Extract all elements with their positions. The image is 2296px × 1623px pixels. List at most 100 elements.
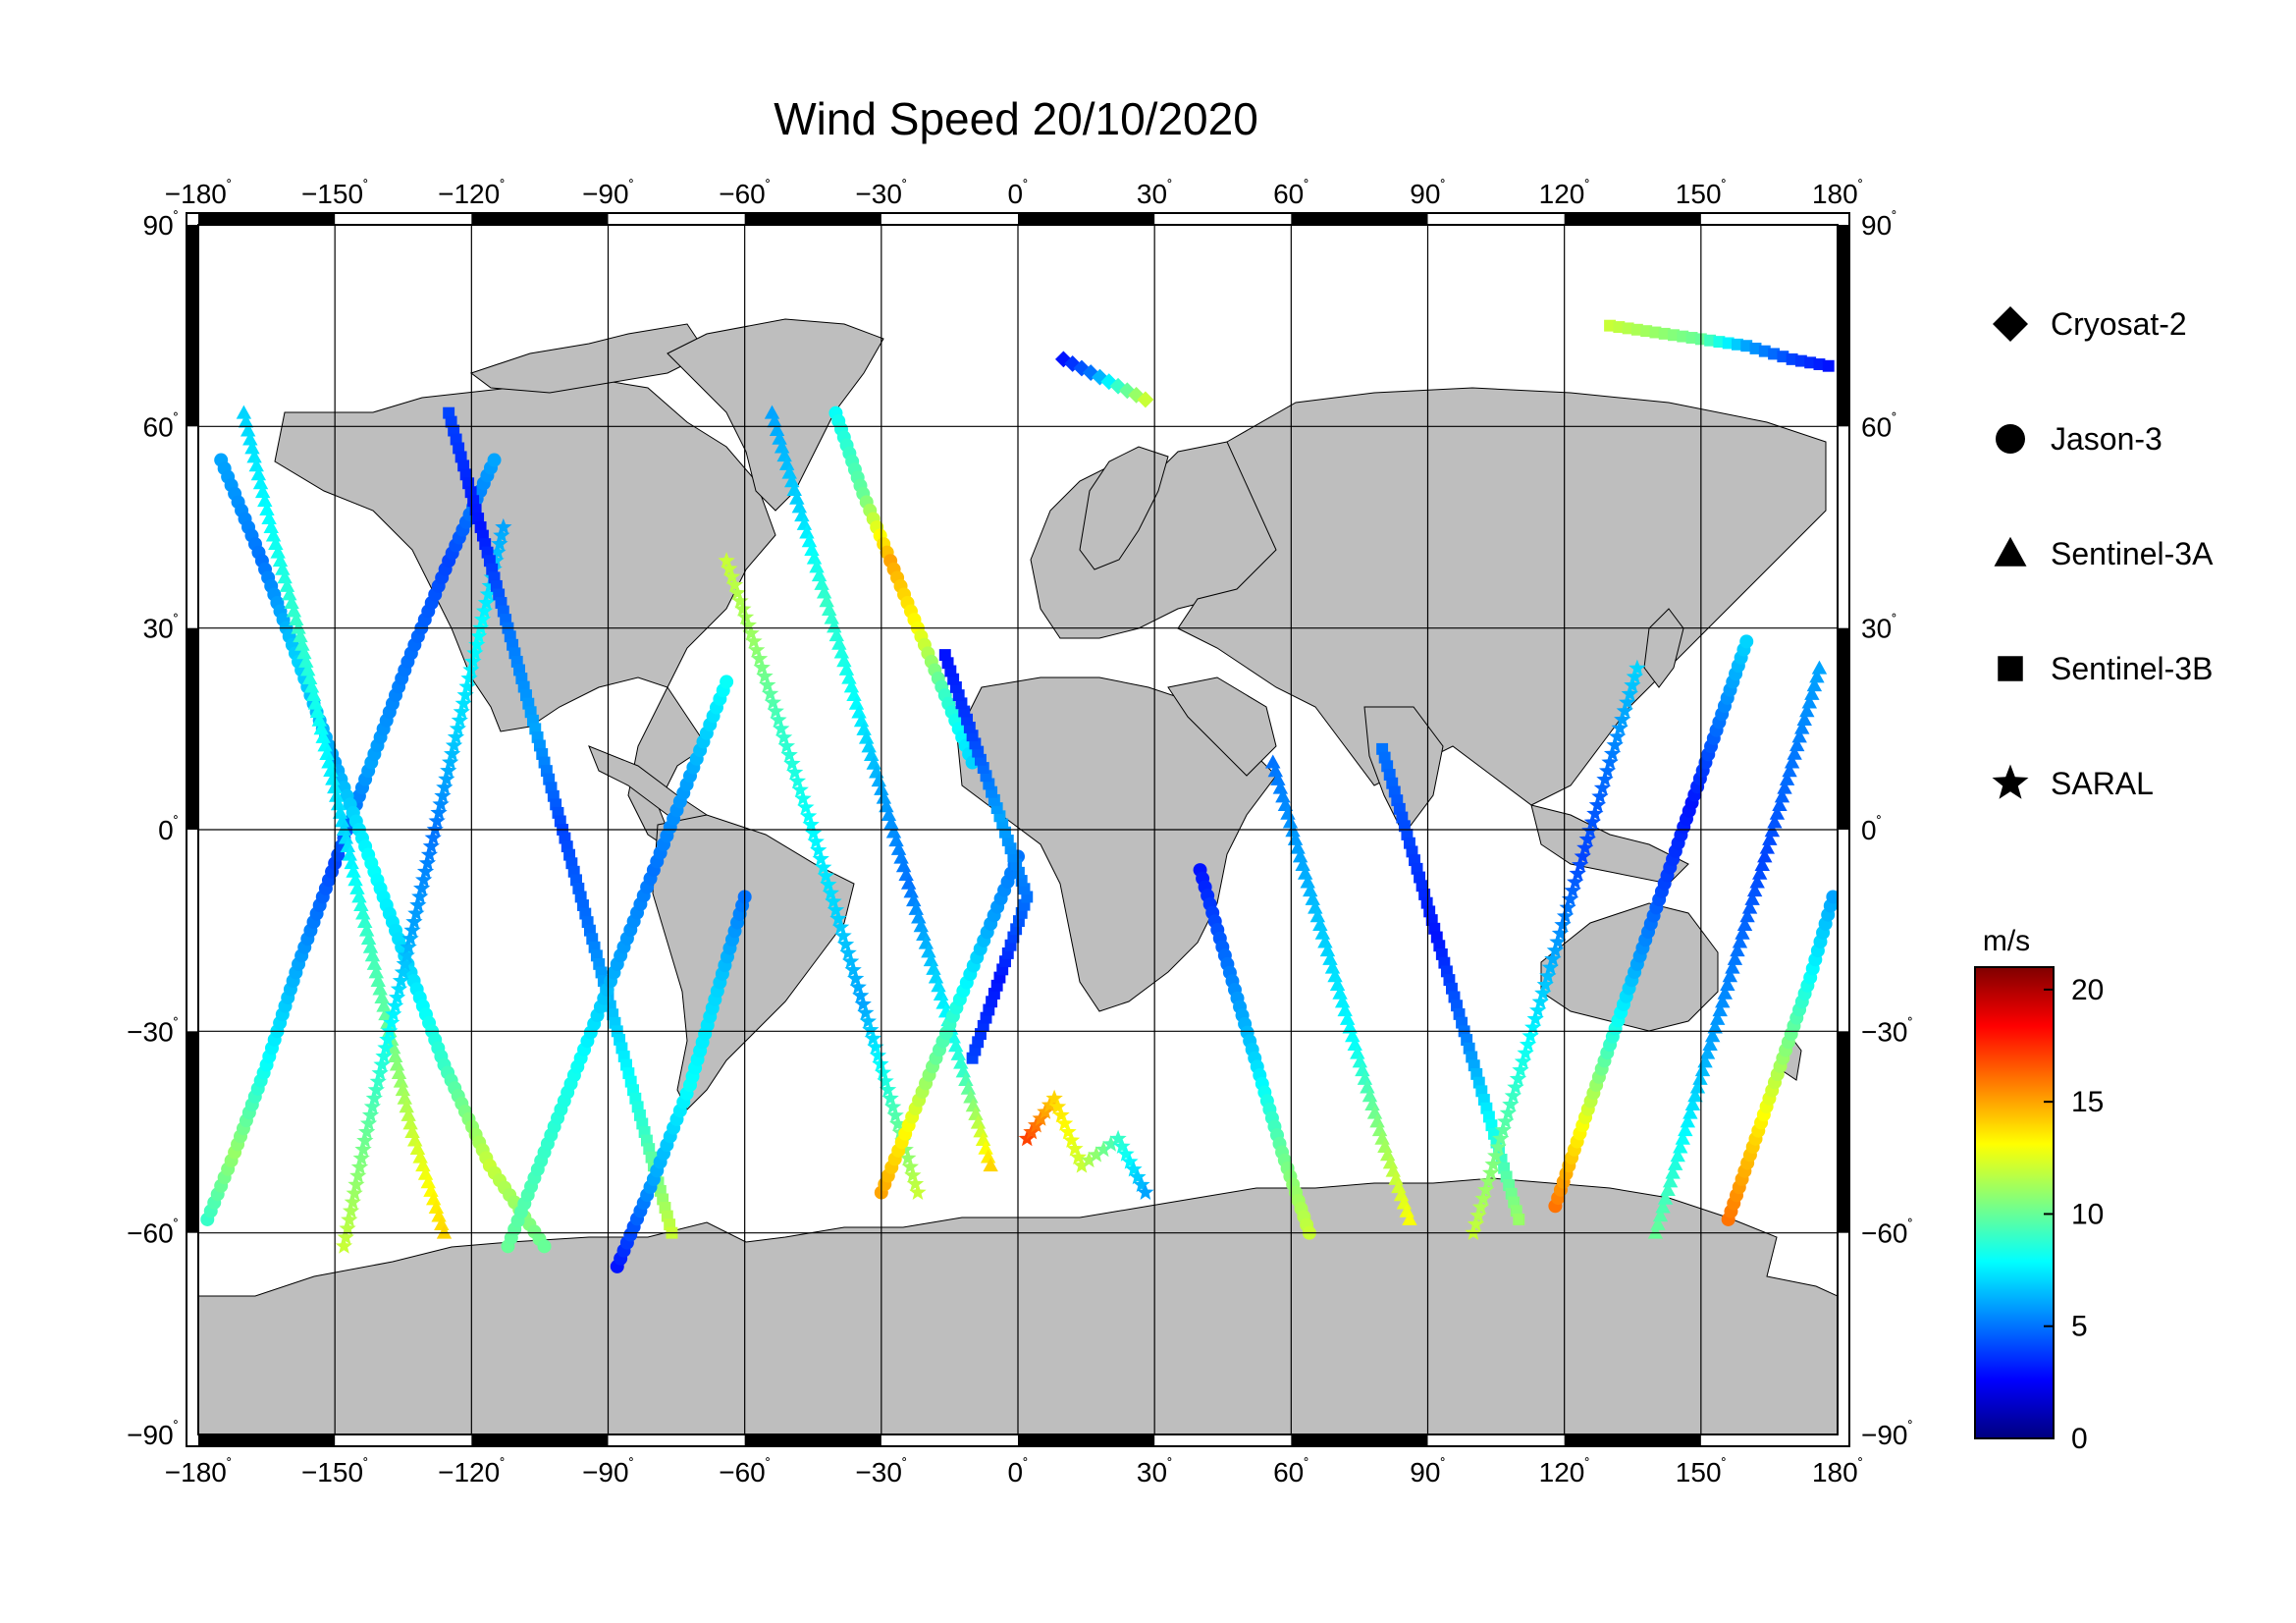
- track-point: [911, 909, 927, 924]
- track-point: [1684, 1096, 1701, 1110]
- track-point: [1626, 668, 1643, 684]
- track-point: [398, 947, 415, 963]
- track-point: [1352, 1054, 1368, 1068]
- track-point: [1461, 1034, 1473, 1046]
- track-point: [842, 952, 860, 969]
- track-point: [1513, 1214, 1525, 1225]
- track-point: [864, 747, 880, 762]
- track-point: [417, 1165, 434, 1180]
- track-point: [464, 486, 477, 499]
- track-point: [340, 839, 356, 853]
- track-point: [869, 1047, 887, 1063]
- track-point: [358, 922, 375, 937]
- track-point: [767, 413, 782, 428]
- track-point: [814, 575, 829, 590]
- track-point: [1609, 728, 1627, 744]
- track-point: [1539, 967, 1557, 984]
- track-point: [624, 1075, 637, 1088]
- track-point: [1791, 729, 1807, 743]
- track-point: [999, 826, 1011, 839]
- track-point: [379, 1030, 397, 1048]
- track-point: [1749, 874, 1765, 889]
- track-point: [839, 944, 857, 961]
- track-point: [1270, 771, 1286, 785]
- track-point: [883, 815, 899, 830]
- track-point: [1440, 965, 1453, 978]
- track-point: [784, 473, 800, 488]
- track-point: [572, 882, 585, 894]
- track-point: [1813, 358, 1826, 370]
- track-point: [388, 989, 406, 1005]
- track-point: [1505, 1187, 1518, 1200]
- track-point: [313, 721, 329, 735]
- legend-label: Sentinel-3B: [2051, 651, 2213, 686]
- track-point: [296, 645, 312, 660]
- track-point: [504, 630, 516, 643]
- track-point: [831, 918, 850, 935]
- track-point: [955, 697, 968, 710]
- track-point: [1362, 1088, 1378, 1103]
- track-point: [796, 515, 813, 530]
- track-point: [1731, 338, 1743, 351]
- lon-tick-label-top: −60˚: [719, 179, 771, 209]
- track-point: [888, 833, 904, 847]
- track-point: [634, 1109, 646, 1121]
- track-point: [774, 729, 793, 745]
- track-point: [403, 921, 421, 938]
- track-point: [1347, 1036, 1362, 1051]
- track-point: [366, 955, 383, 970]
- track-point: [1004, 842, 1017, 855]
- track-point: [1811, 660, 1828, 675]
- track-point: [540, 765, 553, 778]
- track-point: [972, 1036, 985, 1049]
- track-point: [1088, 1146, 1105, 1163]
- track-point: [829, 909, 847, 927]
- track-point: [336, 821, 352, 836]
- track-point: [365, 1089, 383, 1107]
- track-point: [567, 865, 580, 878]
- track-point: [1752, 865, 1768, 880]
- track-point: [886, 1107, 904, 1123]
- track-point: [783, 754, 801, 772]
- track-point: [1482, 1110, 1495, 1123]
- land-india: [1363, 706, 1444, 836]
- track-point: [286, 603, 302, 618]
- legend-circle-icon: [1996, 424, 2025, 454]
- track-point: [422, 838, 440, 854]
- satellite-tracks: [200, 319, 1838, 1273]
- track-point: [906, 893, 922, 907]
- track-point: [259, 502, 275, 516]
- colorbar-unit-label: m/s: [1983, 925, 2030, 957]
- track-point: [1740, 340, 1753, 352]
- track-point: [291, 620, 306, 634]
- satellite-legend: Cryosat-2 Jason-3 Sentinel-3A Sentinel-3B SA…: [1992, 306, 2214, 801]
- lat-tick-label-left: −30˚: [127, 1016, 179, 1047]
- track-point: [822, 884, 839, 901]
- track-point: [481, 576, 499, 594]
- track-point: [593, 957, 606, 970]
- track-point: [816, 584, 832, 599]
- track-point: [900, 875, 917, 890]
- track-point: [355, 905, 371, 920]
- track-point: [475, 602, 494, 619]
- track-point: [945, 1029, 961, 1044]
- track-point: [1694, 1062, 1711, 1077]
- track-point: [445, 736, 463, 753]
- track-point: [975, 1132, 991, 1147]
- track-point: [1507, 1078, 1524, 1095]
- track-point: [977, 762, 989, 774]
- track-point: [786, 481, 802, 496]
- track-point: [1357, 1070, 1373, 1085]
- track-point: [780, 745, 798, 763]
- frame-bar-right: [1838, 225, 1849, 427]
- track-point: [1606, 736, 1624, 753]
- track-point: [1622, 322, 1634, 335]
- track-point: [581, 916, 594, 929]
- track-point: [791, 781, 809, 797]
- track-point: [1064, 355, 1082, 372]
- colorbar-tick-label: 0: [2071, 1423, 2088, 1455]
- track-point: [908, 900, 924, 915]
- frame-bar-bottom: [1018, 1434, 1155, 1446]
- lon-tick-label-bottom: 30˚: [1137, 1457, 1172, 1488]
- track-point: [1665, 1164, 1681, 1179]
